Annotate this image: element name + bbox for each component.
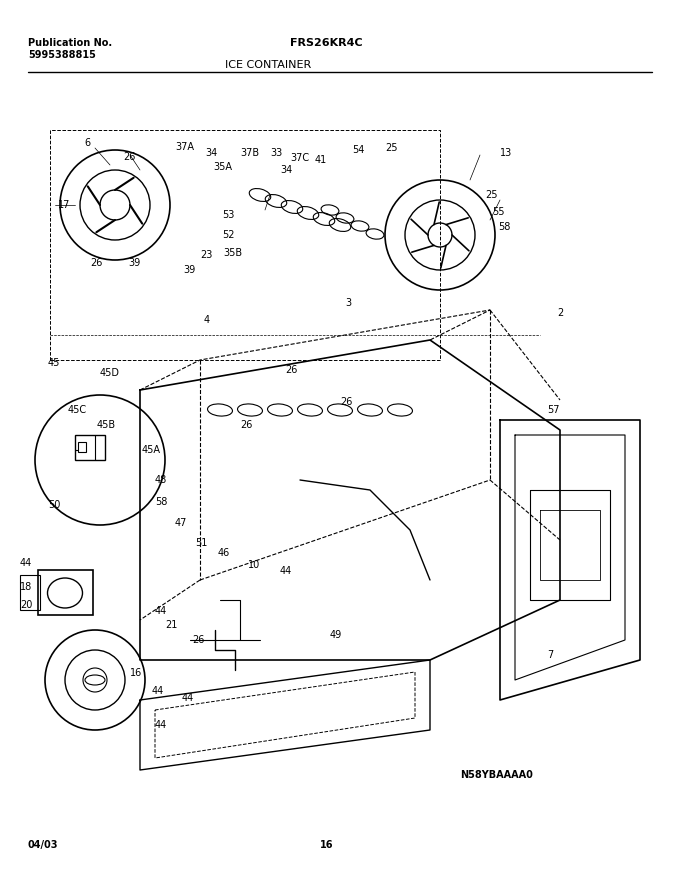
Bar <box>20 575 40 610</box>
Text: 26: 26 <box>90 258 103 268</box>
Text: 33: 33 <box>270 148 282 158</box>
Text: 45C: 45C <box>68 405 87 415</box>
Text: 46: 46 <box>218 548 231 558</box>
Text: 50: 50 <box>48 500 61 510</box>
Bar <box>78 442 86 452</box>
Text: 54: 54 <box>352 145 364 155</box>
Text: 13: 13 <box>500 148 512 158</box>
Text: 39: 39 <box>183 265 195 275</box>
Text: 58: 58 <box>498 222 511 232</box>
Text: 26: 26 <box>285 365 297 375</box>
Text: 2: 2 <box>557 308 563 318</box>
Text: 57: 57 <box>547 405 560 415</box>
Text: FRS26KR4C: FRS26KR4C <box>290 38 362 48</box>
Text: 18: 18 <box>20 582 32 592</box>
Text: 47: 47 <box>175 518 188 528</box>
Text: 3: 3 <box>345 298 351 308</box>
Text: 34: 34 <box>205 148 217 158</box>
Text: 35A: 35A <box>213 162 232 172</box>
Text: 39: 39 <box>128 258 140 268</box>
Text: 37B: 37B <box>240 148 259 158</box>
Text: 4: 4 <box>204 315 210 325</box>
Text: 23: 23 <box>200 250 212 260</box>
Text: 51: 51 <box>195 538 207 548</box>
Text: 49: 49 <box>330 630 342 640</box>
Text: 35B: 35B <box>223 248 242 258</box>
Text: 25: 25 <box>385 143 398 153</box>
Text: 44: 44 <box>20 558 32 568</box>
Text: 26: 26 <box>123 152 135 162</box>
Text: 44: 44 <box>155 720 167 730</box>
Text: 44: 44 <box>155 606 167 616</box>
Text: 44: 44 <box>182 693 194 703</box>
Text: 16: 16 <box>130 668 142 678</box>
Text: 55: 55 <box>492 207 505 217</box>
Text: 45A: 45A <box>142 445 161 455</box>
Text: 25: 25 <box>485 190 498 200</box>
Text: 44: 44 <box>152 686 165 696</box>
Bar <box>75 435 105 460</box>
Text: 7: 7 <box>547 650 554 660</box>
Text: 20: 20 <box>20 600 33 610</box>
Bar <box>50 130 440 360</box>
Text: 34: 34 <box>280 165 292 175</box>
Text: Publication No.: Publication No. <box>28 38 112 48</box>
Text: 37C: 37C <box>290 153 309 163</box>
Text: ICE CONTAINER: ICE CONTAINER <box>225 60 311 70</box>
Text: 45B: 45B <box>97 420 116 430</box>
Text: 17: 17 <box>58 200 70 210</box>
Text: 21: 21 <box>165 620 177 630</box>
Text: 52: 52 <box>222 230 235 240</box>
Text: N58YBAAAA0: N58YBAAAA0 <box>460 770 533 780</box>
Text: 04/03: 04/03 <box>28 840 58 850</box>
Text: 53: 53 <box>222 210 235 220</box>
Text: 10: 10 <box>248 560 260 570</box>
Bar <box>38 570 93 615</box>
Text: 41: 41 <box>315 155 327 165</box>
Text: 44: 44 <box>280 566 292 576</box>
Text: 37A: 37A <box>175 142 194 152</box>
Text: 16: 16 <box>320 840 333 850</box>
Text: 45D: 45D <box>100 368 120 378</box>
Text: 26: 26 <box>192 635 205 645</box>
Text: 5995388815: 5995388815 <box>28 50 96 60</box>
Text: 26: 26 <box>240 420 252 430</box>
Text: 58: 58 <box>155 497 167 507</box>
Text: 48: 48 <box>155 475 167 485</box>
Text: 6: 6 <box>84 138 90 148</box>
Text: 45: 45 <box>48 358 61 368</box>
Text: 26: 26 <box>340 397 352 407</box>
